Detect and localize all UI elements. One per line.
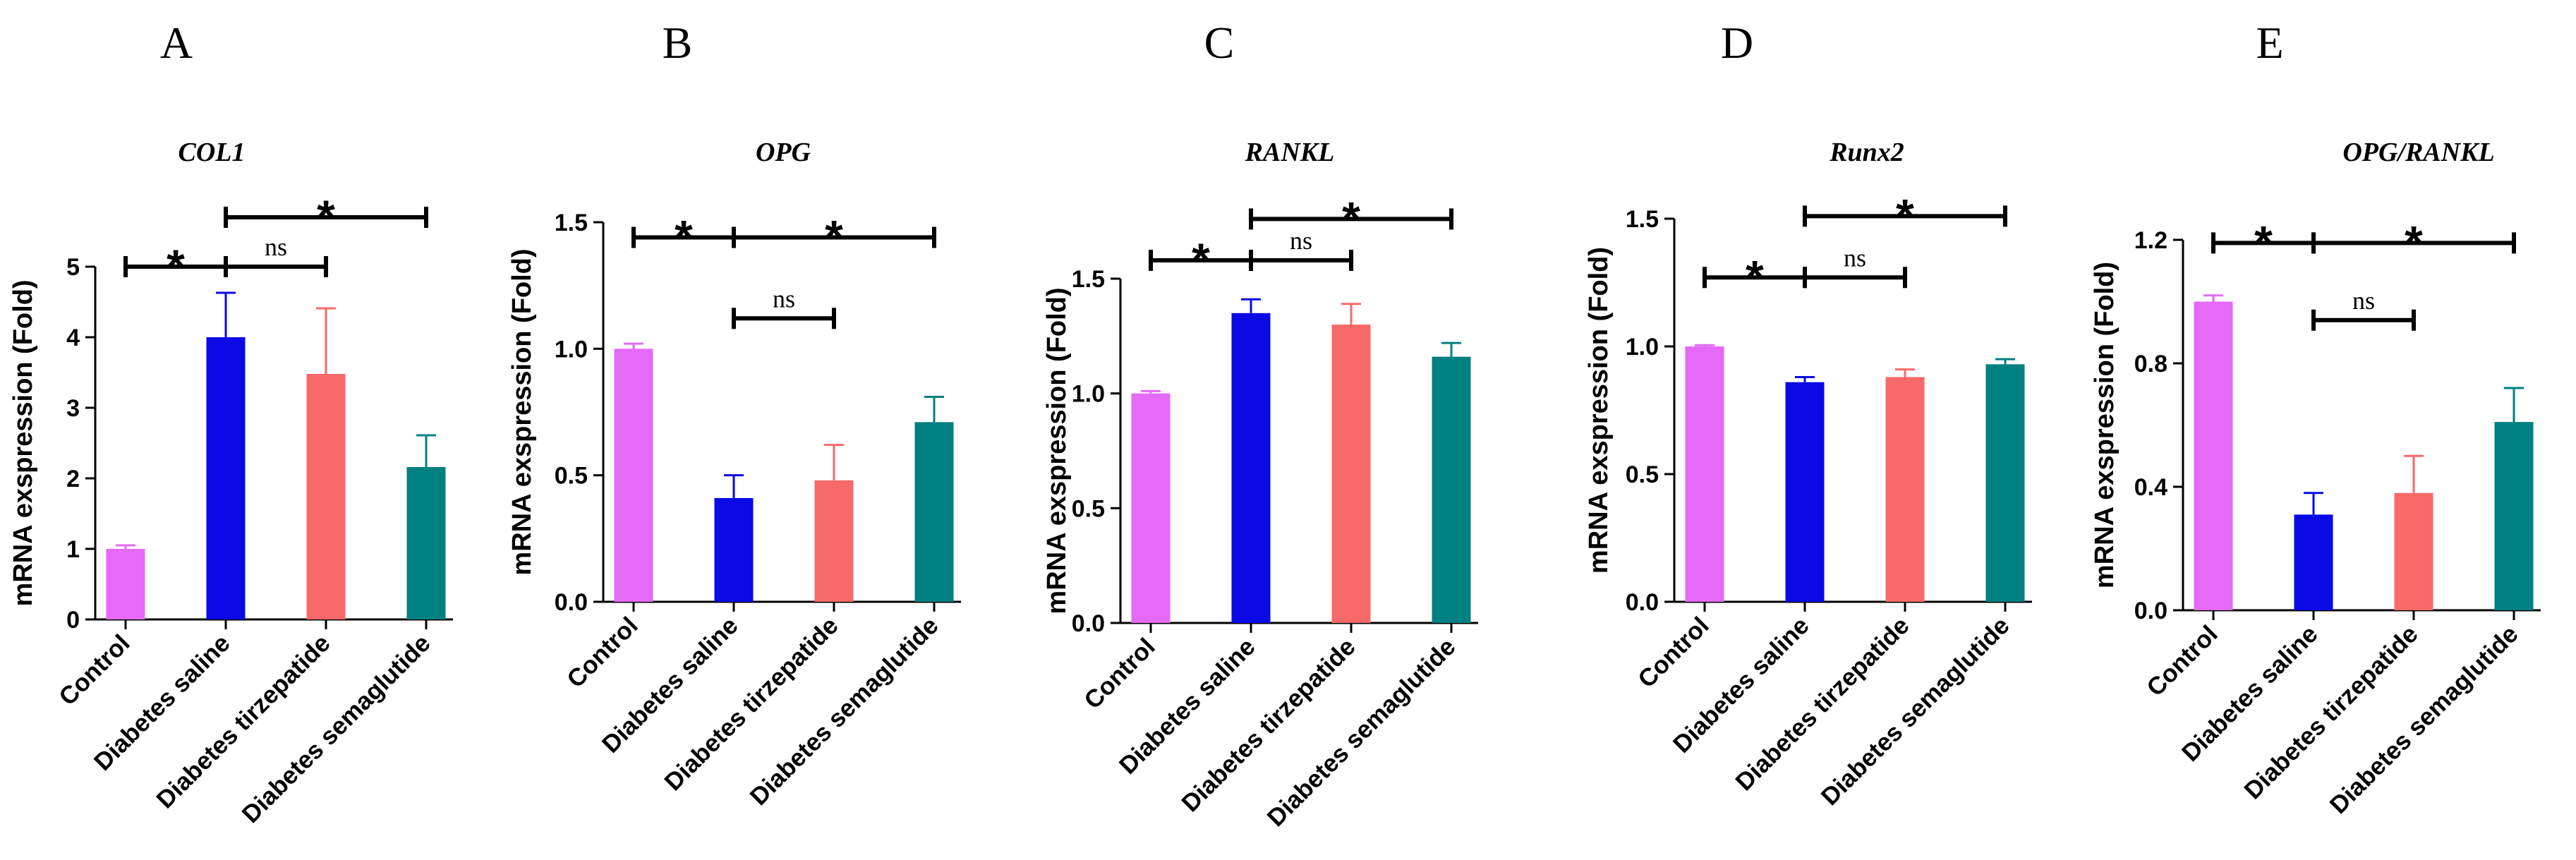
category-label-0: Control <box>1633 612 1715 694</box>
y-tick-label: 1 <box>66 536 80 563</box>
bar-0 <box>1685 346 1724 602</box>
y-axis-label: mRNA exspression (Fold) <box>507 248 537 575</box>
y-axis-label: mRNA exspression (Fold) <box>1042 287 1072 614</box>
bar-1 <box>1785 382 1825 602</box>
bar-3 <box>1432 356 1471 623</box>
bar-1 <box>206 337 246 619</box>
panel-letter: A <box>160 18 193 68</box>
y-tick-label: 0.0 <box>555 589 588 616</box>
category-label-3: Diabetes semaglutide <box>745 612 944 811</box>
y-tick-label: 1.5 <box>1626 206 1659 233</box>
significance-star: * <box>825 211 843 263</box>
panel-b: B OPG mRNA exspression (Fold) 0.0 0.5 1.0 1.5 C… <box>507 18 961 811</box>
y-tick-label: 3 <box>66 395 80 422</box>
y-tick-label: 1.0 <box>555 336 588 363</box>
gene-title: RANKL <box>1245 138 1335 167</box>
bar-1 <box>714 497 754 602</box>
category-label-2: Diabetes tirzepatide <box>1730 612 1914 796</box>
category-label-2: Diabetes tirzepatide <box>659 612 843 796</box>
bar-1 <box>1231 313 1271 623</box>
y-tick-label: 0.0 <box>2134 598 2167 624</box>
gene-title: COL1 <box>179 138 246 167</box>
y-tick-label: 0 <box>66 607 80 634</box>
bar-0 <box>1131 393 1171 623</box>
panel-letter: D <box>1721 18 1753 68</box>
gene-title: OPG <box>756 138 811 167</box>
bar-3 <box>406 467 446 619</box>
gene-title: OPG/RANKL <box>2342 138 2494 167</box>
y-tick-label: 0.0 <box>1072 610 1105 637</box>
category-label-3: Diabetes semaglutide <box>237 629 436 828</box>
y-tick-label: 1.0 <box>1072 381 1105 408</box>
bar-2 <box>1885 377 1925 602</box>
category-label-3: Diabetes semaglutide <box>1262 633 1461 832</box>
y-tick-label: 1.5 <box>1072 266 1105 293</box>
significance-star: * <box>2254 216 2273 268</box>
y-axis-label: mRNA exspression (Fold) <box>1584 247 1614 574</box>
y-tick-label: 0.5 <box>1626 461 1659 488</box>
category-label-2: Diabetes tirzepatide <box>1176 633 1360 817</box>
panel-letter: C <box>1204 18 1235 68</box>
significance-star: * <box>1746 250 1764 303</box>
bar-2 <box>306 374 346 619</box>
panel-d: D Runx2 mRNA exspression (Fold) 0.0 0.5 1.0 1.… <box>1584 18 2032 811</box>
panel-c: C RANKL mRNA exspression (Fold)0.0 0.5 1.0 1.… <box>1042 18 1478 832</box>
bar-0 <box>614 349 653 602</box>
significance-ns: ns <box>773 284 795 313</box>
bar-2 <box>1331 325 1371 623</box>
category-label-2: Diabetes tirzepatide <box>2239 620 2423 804</box>
y-tick-label: 4 <box>66 325 80 351</box>
bar-1 <box>2294 514 2333 610</box>
bar-2 <box>814 480 854 602</box>
y-tick-label: 1.2 <box>2134 227 2167 254</box>
bar-0 <box>106 549 145 619</box>
y-tick-label: 1.0 <box>1626 334 1659 361</box>
y-tick-label: 0.0 <box>1626 589 1659 616</box>
y-tick-label: 0.5 <box>1072 495 1105 522</box>
bar-3 <box>914 422 954 602</box>
significance-star: * <box>167 240 185 292</box>
panel-a: A COL1 mRNA exspression (Fold) 0 1 2 3 4 5 Contro… <box>8 18 453 828</box>
bar-2 <box>2394 492 2433 610</box>
panel-letter: B <box>663 18 693 68</box>
significance-star: * <box>2405 216 2423 268</box>
significance-star: * <box>317 190 335 243</box>
significance-star: * <box>1192 234 1210 286</box>
y-tick-label: 5 <box>66 254 80 281</box>
significance-ns: ns <box>265 233 287 261</box>
category-label-0: Control <box>2141 620 2223 702</box>
y-tick-label: 0.4 <box>2134 474 2167 501</box>
panel-e: E OPG/RANKL mRNA exspression (Fold) 0.0 0.4 0… <box>2090 18 2541 819</box>
category-label-3: Diabetes semaglutide <box>2325 620 2524 819</box>
y-tick-label: 0.5 <box>555 463 588 490</box>
y-axis-label: mRNA exspression (Fold) <box>2090 262 2120 588</box>
gene-title: Runx2 <box>1829 138 1904 167</box>
bar-3 <box>1985 364 2025 602</box>
bar-3 <box>2494 422 2534 610</box>
y-axis-label: mRNA exspression (Fold) <box>8 279 38 606</box>
y-tick-label: 2 <box>66 466 80 492</box>
bar-0 <box>2194 301 2233 610</box>
category-label-0: Control <box>562 612 643 694</box>
significance-ns: ns <box>1844 243 1866 272</box>
category-label-2: Diabetes tirzepatide <box>151 629 335 813</box>
category-label-3: Diabetes semaglutide <box>1816 612 2015 811</box>
category-label-0: Control <box>1079 633 1161 715</box>
significance-star: * <box>1342 192 1360 244</box>
significance-star: * <box>675 211 693 263</box>
significance-star: * <box>1896 189 1914 241</box>
category-label-0: Control <box>54 629 135 711</box>
y-tick-label: 1.5 <box>555 210 588 236</box>
significance-ns: ns <box>2352 286 2375 315</box>
panel-letter: E <box>2256 18 2283 68</box>
significance-ns: ns <box>1290 226 1312 255</box>
y-tick-label: 0.8 <box>2134 351 2167 377</box>
